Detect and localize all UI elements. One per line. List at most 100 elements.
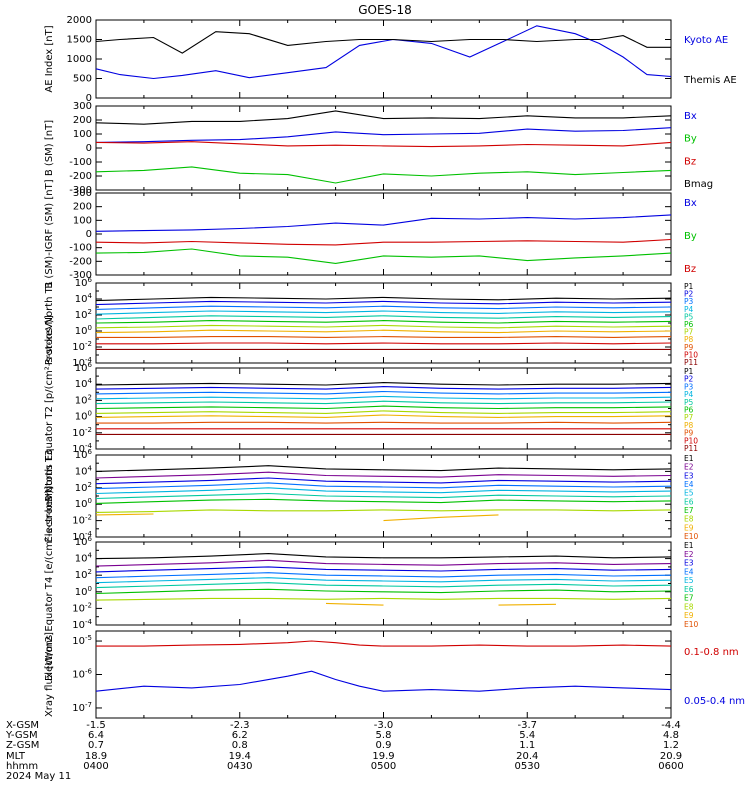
y-tick-exponent: -2 [85,601,92,609]
legend-0-05-0-4-nm: 0.05-0.4 nm [684,696,745,707]
y-tick-exponent: -2 [85,426,92,434]
legend-p7: P7 [684,413,694,422]
y-tick-label: 100 [75,410,92,423]
y-tick-exponent: 0 [88,410,92,418]
x-col-value: 0430 [227,761,252,772]
legend-p1: P1 [684,367,694,376]
y-tick-exponent: 2 [88,568,92,576]
x-col-value: 0400 [83,761,108,772]
legend-p8: P8 [684,421,694,430]
y-tick-label: 100 [75,585,92,598]
legend-p8: P8 [684,335,694,344]
legend-e1: E1 [684,541,694,550]
y-tick-label: 104 [75,464,93,477]
legend-0-1-0-8-nm: 0.1-0.8 nm [684,647,739,658]
x-col-value: -1.5 [86,720,106,731]
y-axis-label: AE Index [nT] [44,25,55,92]
series-line-p10 [96,342,672,345]
legend-e5: E5 [684,576,694,585]
y-tick-label: 2000 [67,15,92,26]
panel-frame [95,192,672,276]
y-tick-label: 200 [73,202,92,213]
x-col-value: 1.1 [519,740,535,751]
x-col-value: 0.7 [88,740,104,751]
legend-p9: P9 [684,343,694,352]
x-col-value: 6.4 [88,730,104,741]
series-line-e4 [95,482,672,490]
legend-e6: E6 [684,497,694,506]
series-line-p2 [95,386,672,390]
y-tick-exponent: -5 [85,634,92,642]
series-line-e8 [95,597,672,601]
y-tick-label: 102 [75,568,92,581]
series-line-p3 [95,390,672,395]
y-tick-exponent: 6 [88,535,93,543]
y-tick-label: 1000 [67,54,92,65]
y-tick-exponent: 0 [88,324,92,332]
series-line-e4 [95,572,672,579]
y-tick-exponent: 6 [88,361,93,369]
x-col-value: -3.0 [374,720,394,731]
series-line-e2 [95,559,672,567]
x-col-value: 6.2 [232,730,248,741]
legend-e4: E4 [684,567,694,576]
y-tick-label: 10-6 [72,668,92,681]
x-col-value: 4.8 [663,730,679,741]
legend-e2: E2 [684,550,694,559]
x-row-label: X-GSM [6,720,39,731]
legend-by: By [684,231,697,242]
y-tick-label: 10-2 [72,340,92,353]
panel-ee: 10-4 10-2 100 102 104 106 Electrons Equator T4… [44,486,699,681]
legend-e10: E10 [684,620,699,629]
y-tick-label: 10-4 [72,618,92,631]
legend-p6: P6 [684,406,694,415]
y-tick-label: 106 [75,535,93,548]
series-line-p7 [95,324,672,329]
panel-bsm: -300 -200 -100 0 100 200 300 B (SM) [nT] Bx By Bz B… [44,101,713,196]
y-tick-label: 300 [73,188,92,199]
y-tick-exponent: 2 [88,481,92,489]
y-tick-exponent: -4 [85,356,93,364]
y-tick-label: 100 [73,215,92,226]
series-line-p7 [95,410,672,414]
y-axis-label: Protons North T1 [44,281,55,365]
x-col-value: 0530 [515,761,540,772]
series-line-e8 [95,509,672,513]
date-label: 2024 May 11 [6,771,71,782]
x-col-value: 19.4 [229,751,251,762]
legend-e1: E1 [684,454,694,463]
x-col-value: -2.3 [230,720,250,731]
legend-p9: P9 [684,429,694,438]
panel-frame [95,541,672,626]
series-line-bmag [95,110,672,125]
y-tick-label: 104 [75,552,93,565]
legend-p6: P6 [684,320,694,329]
y-tick-label: 102 [75,308,92,321]
y-tick-exponent: 0 [88,497,92,505]
series-line-e1 [95,465,672,472]
x-col-value: 0600 [658,761,683,772]
series-line-e1 [95,553,672,560]
y-tick-label: 0 [86,229,92,240]
y-axis-label: B (SM)-IGRF (SM) [nT] [44,179,55,288]
x-col-value: -3.7 [517,720,537,731]
series-line-bz [95,141,672,148]
y-tick-label: 10-7 [72,701,92,714]
legend-e3: E3 [684,471,694,480]
x-col-value: 5.4 [519,730,535,741]
y-tick-exponent: -2 [85,340,92,348]
panel-bdiff: -300 -200 -100 0 100 200 300 B (SM)-IGRF (SM) [… [44,179,697,288]
y-tick-label: -100 [69,157,92,168]
x-col-value: 20.4 [516,751,538,762]
series-line-p3 [95,305,672,310]
y-tick-label: 106 [75,448,93,461]
y-tick-label: 100 [75,324,92,337]
series-line-bz [95,238,672,246]
y-tick-label: 10-5 [72,634,92,647]
legend-p10: P10 [684,350,698,359]
legend-e9: E9 [684,611,694,620]
panel-ae: 0 500 1000 1500 2000 AE Index [nT] Kyoto AE The… [44,15,737,104]
series-line-p6 [95,405,672,410]
